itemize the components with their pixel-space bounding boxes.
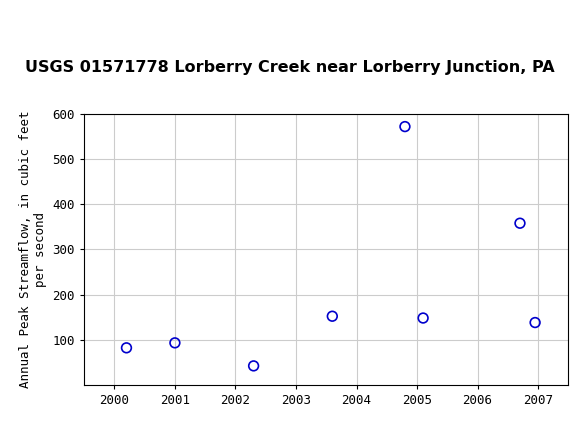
Point [400,123,409,130]
Y-axis label: Annual Peak Streamflow, in cubic feet
per second: Annual Peak Streamflow, in cubic feet pe… [19,111,47,388]
Point [122,344,131,351]
Text: USGS 01571778 Lorberry Creek near Lorberry Junction, PA: USGS 01571778 Lorberry Creek near Lorber… [25,61,555,75]
Point [171,339,180,346]
Point [249,362,258,369]
Point [531,319,540,326]
Point [419,315,428,322]
Point [328,313,337,319]
Point [516,220,525,227]
Text: ≡USGS: ≡USGS [7,10,70,30]
